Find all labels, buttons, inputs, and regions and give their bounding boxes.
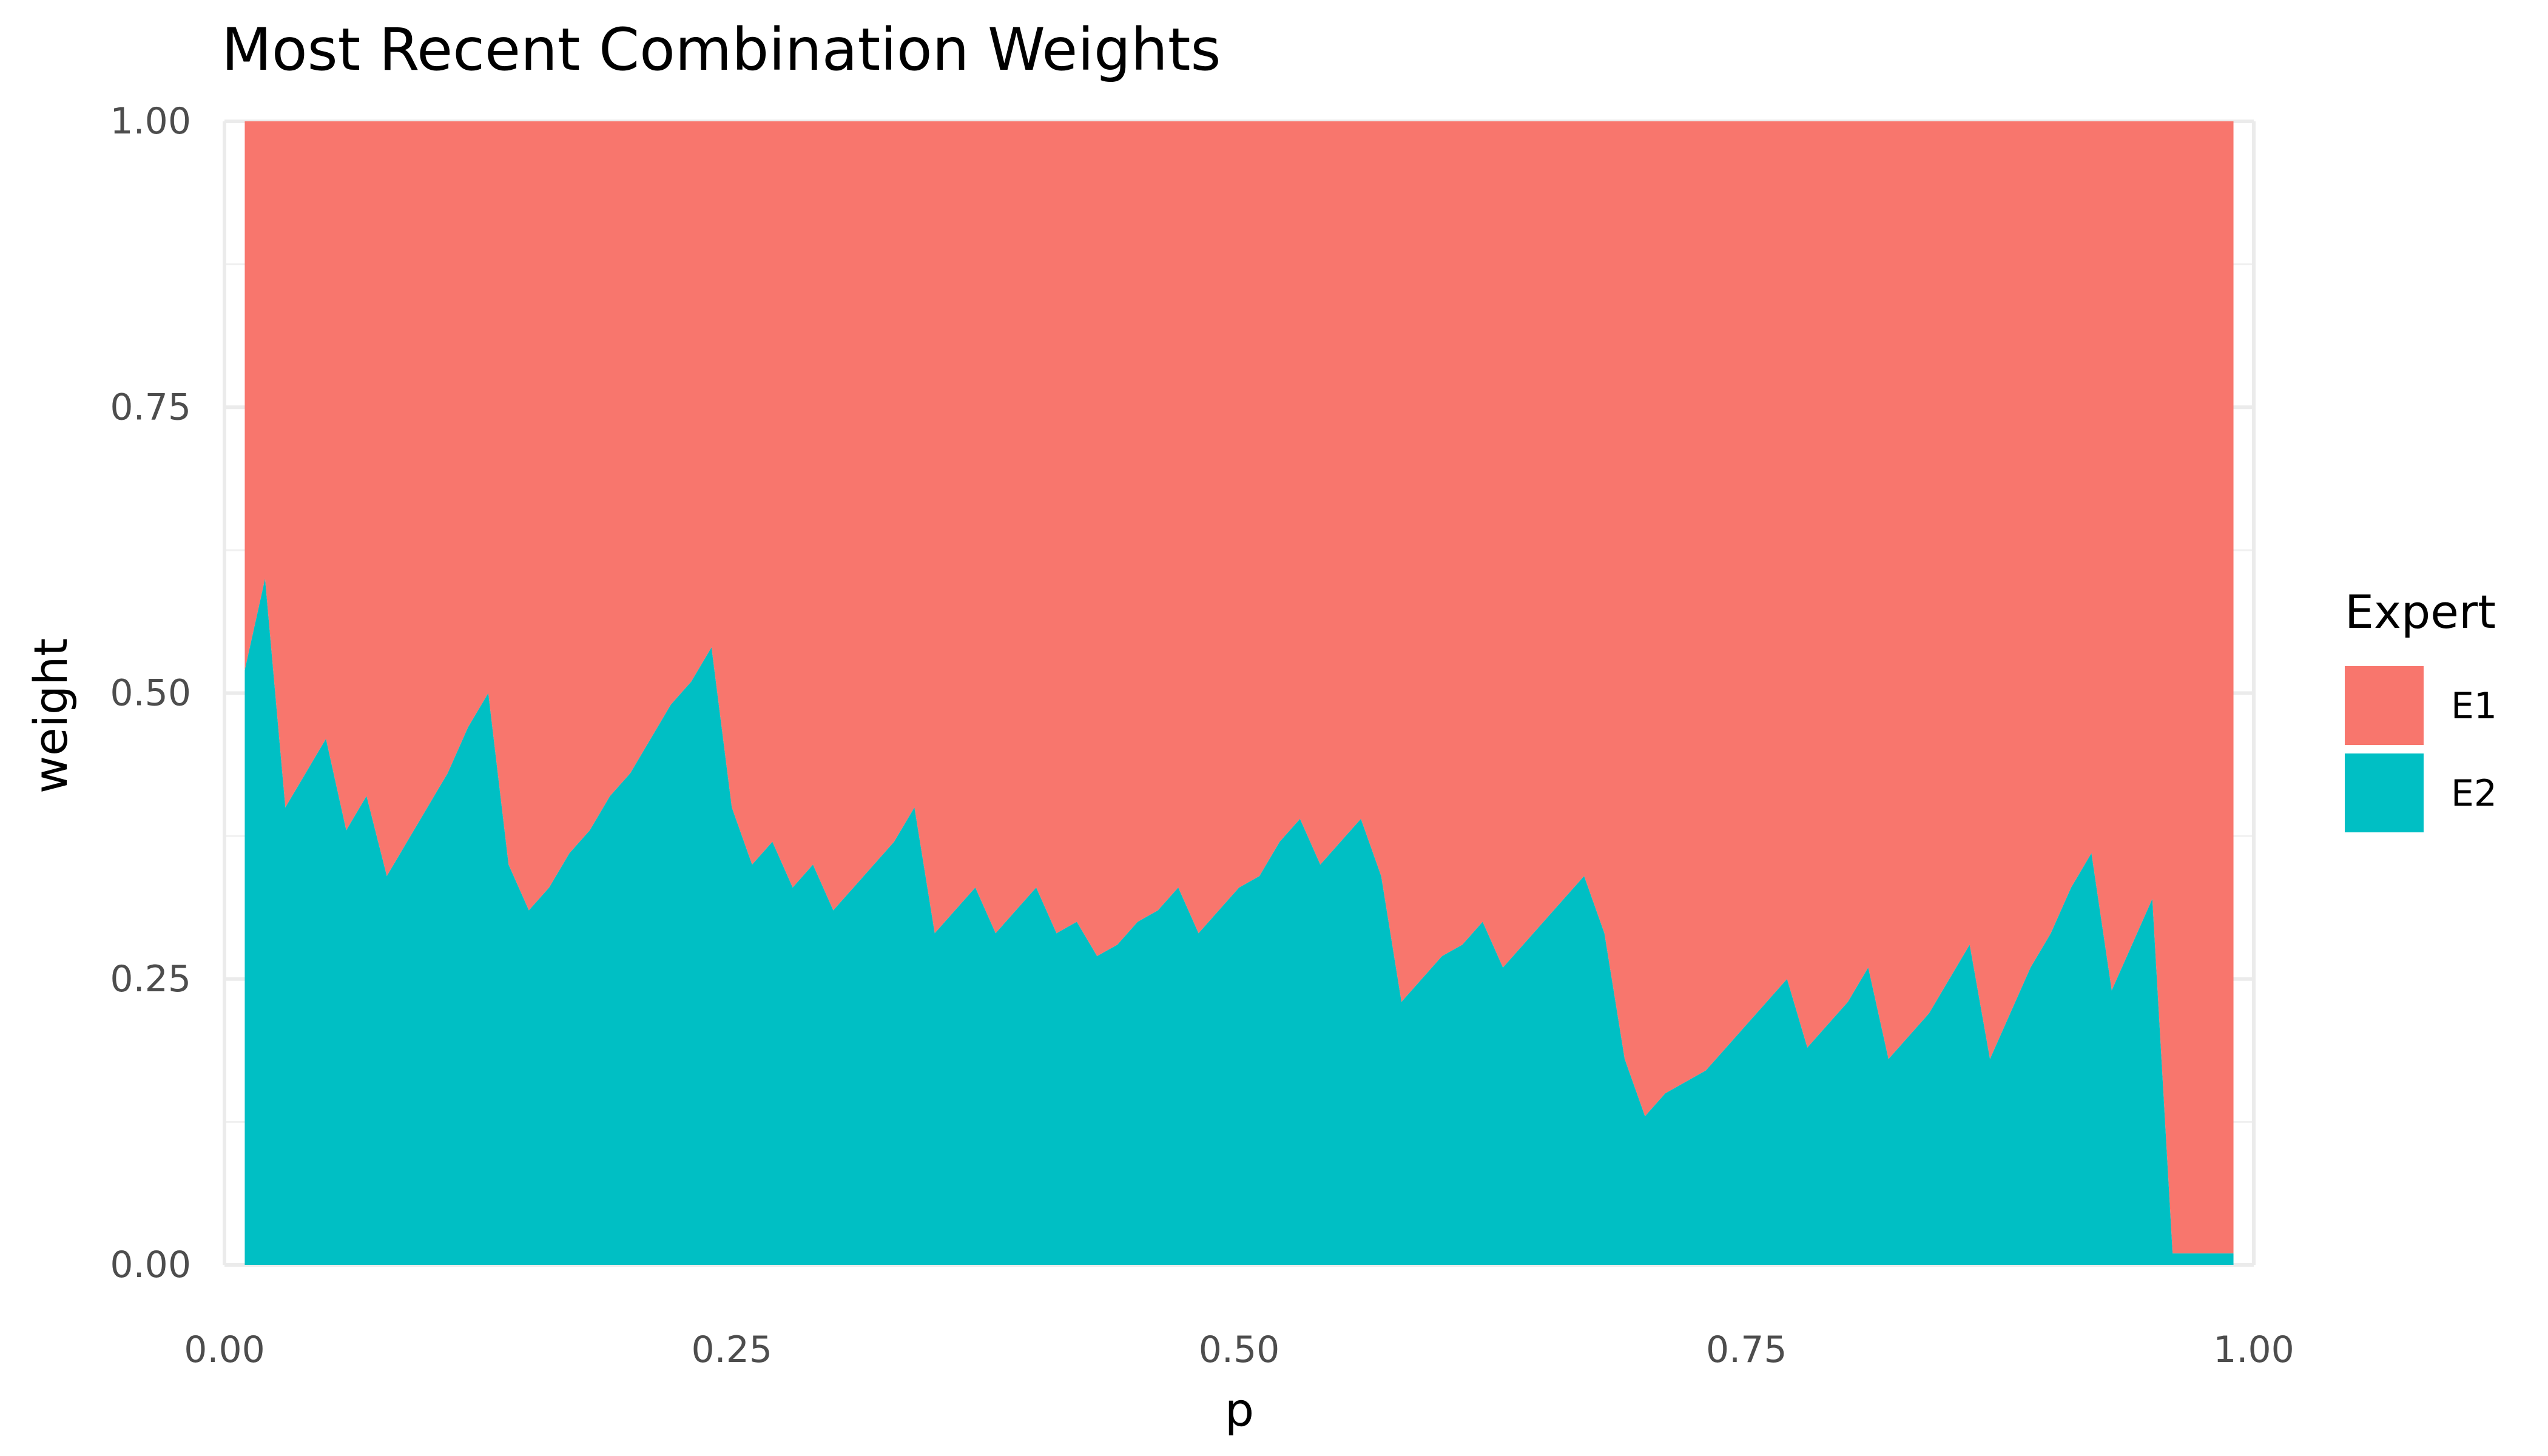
legend: Expert E1 E2 — [2345, 585, 2497, 832]
y-tick-label: 0.00 — [110, 1244, 191, 1286]
area-series-e2 — [244, 579, 2234, 1265]
y-tick-label: 1.00 — [110, 100, 191, 143]
area-series-e1 — [244, 121, 2234, 1254]
legend-entries: E1 E2 — [2345, 666, 2497, 832]
y-tick-label: 0.25 — [110, 958, 191, 1000]
x-axis-title: p — [1225, 1383, 1254, 1437]
chart-title: Most Recent Combination Weights — [221, 16, 1221, 84]
x-tick-label: 0.00 — [184, 1329, 265, 1371]
x-tick-label: 1.00 — [2213, 1329, 2294, 1371]
legend-swatch-e2 — [2345, 753, 2424, 832]
legend-label-e1: E1 — [2451, 685, 2497, 727]
x-tick-label: 0.50 — [1199, 1329, 1280, 1371]
y-tick-label: 0.50 — [110, 672, 191, 715]
legend-swatch-e1 — [2345, 666, 2424, 745]
area-layer — [244, 121, 2234, 1265]
y-tick-label: 0.75 — [110, 386, 191, 428]
x-tick-label: 0.75 — [1706, 1329, 1787, 1371]
legend-label-e2: E2 — [2451, 772, 2497, 815]
y-axis-title: weight — [24, 638, 78, 794]
x-tick-label: 0.25 — [691, 1329, 772, 1371]
axes-layer: 0.00 0.25 0.50 0.75 1.00 0.00 0.25 0.50 0.75 1.00 — [110, 100, 2294, 1371]
legend-title: Expert — [2345, 585, 2496, 639]
